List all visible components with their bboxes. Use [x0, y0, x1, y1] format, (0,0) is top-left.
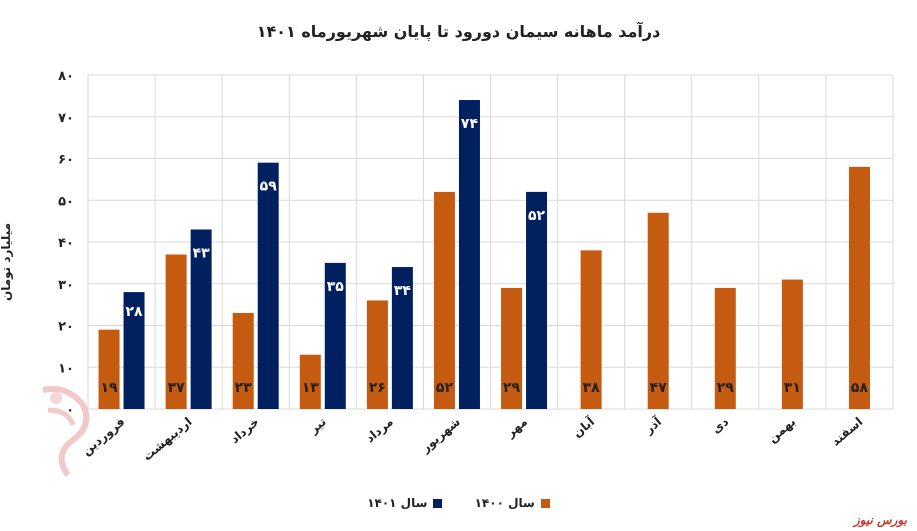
bar-1400 — [98, 329, 120, 409]
data-label-1400: ۴۷ — [650, 380, 668, 396]
x-tick-label: فروردین — [79, 415, 128, 459]
data-label-1400: ۵۲ — [436, 380, 454, 396]
legend-label-1401: سال ۱۴۰۱ — [367, 496, 428, 510]
bar-1400 — [580, 250, 602, 409]
bar-1401 — [458, 100, 480, 410]
bar-1400 — [366, 300, 388, 409]
y-tick-label: ۴۰ — [58, 236, 74, 251]
y-tick-label: ۳۰ — [58, 278, 74, 293]
bar-1401 — [190, 229, 212, 409]
y-tick-label: ۰ — [66, 403, 74, 418]
data-label-1400: ۲۳ — [235, 380, 253, 396]
data-label-1400: ۳۷ — [168, 380, 186, 396]
bar-1400 — [433, 191, 455, 409]
bar-1401 — [324, 262, 346, 409]
x-tick-label: بهمن — [765, 415, 798, 446]
y-tick-label: ۵۰ — [58, 194, 74, 209]
y-tick-label: ۸۰ — [58, 69, 74, 84]
data-label-1400: ۲۹ — [717, 380, 735, 396]
y-tick-label: ۱۰ — [58, 361, 74, 376]
chart-title: درآمد ماهانه سیمان دورود تا پایان شهریور… — [256, 22, 661, 41]
legend-item-1400: سال ۱۴۰۰ — [475, 496, 550, 510]
x-tick-label: تیر — [306, 415, 329, 437]
watermark-logo — [42, 386, 90, 477]
x-tick-label: خرداد — [228, 415, 262, 447]
bar-1401 — [257, 162, 279, 409]
data-label-1401: ۳۵ — [327, 279, 345, 295]
bar-1400 — [647, 212, 669, 409]
bar-1400 — [781, 279, 803, 409]
legend-label-1400: سال ۱۴۰۰ — [474, 496, 535, 510]
bar-1400 — [714, 287, 736, 409]
bar-1401 — [526, 191, 548, 409]
source-credit: بورس نیوز — [853, 513, 907, 527]
bar-1400 — [848, 166, 870, 409]
legend-swatch-1400 — [540, 498, 550, 508]
data-label-1401: ۵۹ — [260, 179, 278, 195]
data-label-1401: ۴۳ — [193, 245, 211, 261]
data-label-1401: ۳۴ — [394, 283, 412, 299]
legend-item-1401: سال ۱۴۰۱ — [367, 496, 443, 510]
bar-1400 — [232, 312, 254, 409]
data-label-1400: ۲۹ — [503, 380, 521, 396]
data-label-1401: ۲۸ — [125, 304, 143, 320]
x-tick-label: شهریور — [418, 415, 464, 457]
legend: سال ۱۴۰۱ سال ۱۴۰۰ — [0, 496, 917, 511]
bar-1400 — [299, 354, 321, 409]
data-label-1401: ۵۲ — [528, 208, 546, 224]
bar-1401 — [123, 292, 145, 409]
y-tick-label: ۷۰ — [58, 111, 74, 126]
data-label-1400: ۲۶ — [369, 380, 386, 396]
x-tick-label: مهر — [503, 415, 530, 441]
bar-1400 — [501, 287, 523, 409]
x-tick-label: دی — [709, 415, 731, 437]
data-label-1400: ۳۸ — [583, 380, 601, 396]
bar-1400 — [165, 254, 187, 409]
y-tick-label: ۲۰ — [58, 320, 74, 335]
data-label-1400: ۱۹ — [100, 380, 118, 396]
data-label-1400: ۳۱ — [784, 380, 801, 396]
x-tick-label: مرداد — [363, 415, 396, 446]
legend-swatch-1401 — [433, 498, 443, 508]
x-tick-label: آذر — [641, 413, 665, 437]
x-tick-label: آبان — [570, 413, 598, 440]
x-tick-label: اسفند — [829, 415, 866, 449]
x-tick-label: اردیبهشت — [140, 415, 195, 464]
data-label-1400: ۵۸ — [851, 380, 869, 396]
bar-1401 — [391, 267, 413, 409]
data-label-1401: ۷۴ — [461, 116, 479, 132]
data-label-1400: ۱۳ — [302, 380, 320, 396]
y-tick-label: ۶۰ — [58, 153, 74, 168]
